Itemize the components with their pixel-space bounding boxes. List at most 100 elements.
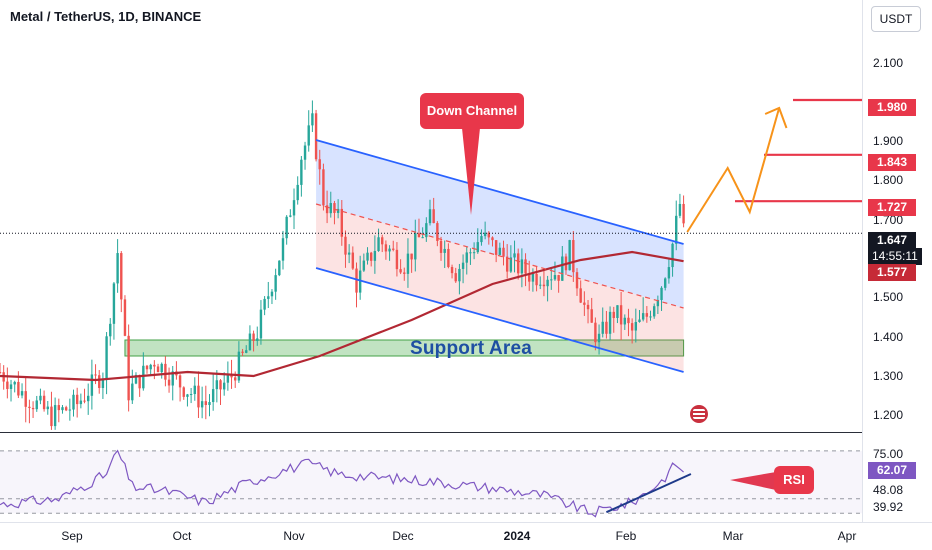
candle (303, 141, 307, 170)
candle-body (234, 377, 237, 381)
candle-body (608, 311, 612, 334)
candle (75, 387, 79, 418)
candle-body (520, 259, 524, 274)
candle (171, 366, 174, 401)
candle-body (252, 333, 255, 341)
candle-body (542, 284, 546, 287)
candle (120, 251, 123, 313)
candle (248, 325, 252, 351)
candle (450, 264, 454, 279)
candle (252, 330, 255, 352)
candle-body (362, 260, 366, 271)
candle (513, 240, 516, 273)
candle (87, 383, 90, 415)
channel-upper-line (315, 139, 684, 245)
candle (414, 219, 417, 272)
candle (24, 376, 27, 423)
candle (39, 388, 42, 405)
candle-body (322, 169, 325, 206)
candle (594, 317, 597, 351)
candle (494, 240, 498, 263)
candle (392, 240, 395, 252)
candle (528, 260, 531, 291)
candle (483, 221, 487, 240)
candle (395, 242, 399, 277)
candle-body (675, 215, 678, 244)
candle-body (31, 407, 35, 410)
candle (245, 345, 248, 354)
candle-body (57, 405, 61, 411)
candle (116, 239, 119, 293)
rsi-pointer (730, 472, 776, 490)
candle (42, 390, 46, 412)
rsi-callout: RSI (774, 466, 814, 494)
candle (476, 228, 479, 254)
candle-body (425, 223, 428, 238)
candle-body (550, 279, 553, 281)
candle-body (134, 374, 138, 384)
candle-body (638, 319, 641, 322)
candle-body (381, 237, 384, 245)
candle-body (616, 305, 619, 319)
candle-body (641, 313, 645, 320)
candle-body (311, 113, 314, 126)
currency-button[interactable]: USDT (871, 6, 921, 32)
candle (491, 236, 494, 247)
candle (406, 238, 410, 288)
candle (645, 306, 649, 323)
candle (550, 267, 553, 290)
candle-body (660, 287, 663, 300)
candle (616, 305, 619, 324)
candle-body (531, 273, 535, 282)
candle-body (421, 237, 424, 239)
candle (487, 231, 491, 245)
candle (664, 277, 667, 291)
candle (557, 274, 560, 293)
candle (20, 383, 24, 399)
us-flag-icon[interactable] (690, 405, 708, 423)
candle (149, 363, 152, 375)
candle (601, 307, 604, 338)
candle-body (476, 242, 479, 253)
time-label-2024: 2024 (503, 529, 531, 543)
candle (344, 230, 347, 268)
candle (318, 149, 321, 185)
candle-body (274, 275, 277, 292)
candle (17, 371, 20, 399)
candle-body (292, 200, 296, 216)
candle (572, 230, 575, 282)
candle-body (465, 252, 468, 263)
candle-body (583, 302, 586, 305)
candle-body (480, 236, 483, 243)
candle-body (590, 309, 593, 323)
candle-body (87, 395, 90, 402)
candle (222, 372, 226, 396)
candle-body (72, 394, 75, 410)
support-area-zone (124, 339, 685, 357)
candle (682, 195, 685, 228)
candle (131, 369, 134, 404)
candle (98, 370, 101, 394)
candle-body (109, 323, 112, 337)
channel-mid-line (315, 203, 684, 309)
candle-body (557, 275, 560, 281)
candle-body (469, 252, 472, 254)
rsi-tick-75: 75.00 (873, 447, 904, 461)
candle (219, 379, 222, 405)
candle-body (494, 240, 498, 255)
candle-body (594, 322, 597, 343)
candle (322, 163, 325, 211)
candle (186, 393, 189, 407)
candle-body (75, 394, 79, 405)
candle (193, 377, 196, 401)
candle-body (623, 317, 626, 325)
candle (105, 332, 108, 395)
candle (608, 306, 612, 341)
candle (9, 379, 13, 402)
candle-body (333, 203, 336, 213)
candle-body (39, 395, 42, 401)
candle-body (358, 270, 362, 293)
candle (226, 361, 230, 391)
candle (182, 386, 185, 400)
